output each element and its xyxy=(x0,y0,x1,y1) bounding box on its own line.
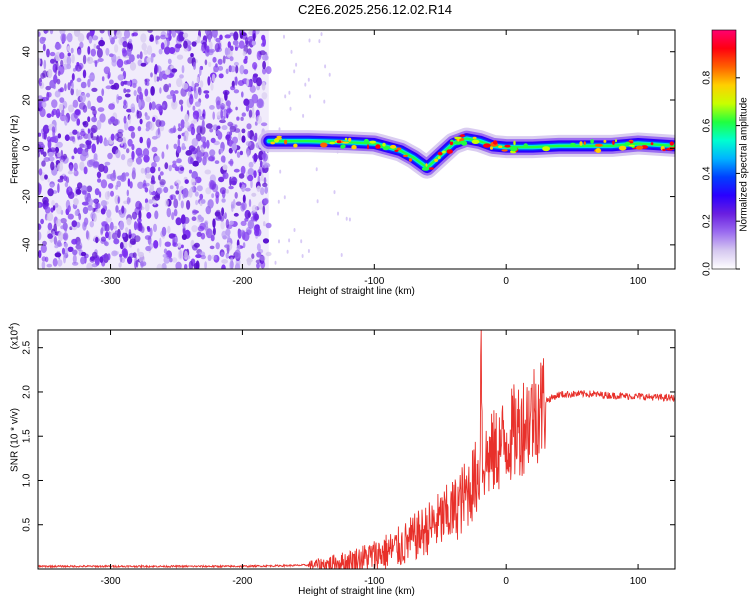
x-tick-label: -100 xyxy=(364,276,384,287)
x-tick-label: -100 xyxy=(364,576,384,587)
y-tick-label: 20 xyxy=(22,94,33,106)
y-axis-multiplier: (x104) xyxy=(9,323,21,350)
colorbar-scale xyxy=(711,29,737,270)
y-tick-label: 1.5 xyxy=(22,429,33,443)
x-tick-label: -300 xyxy=(101,576,121,587)
signal-band xyxy=(257,127,675,179)
x-tick-label: 100 xyxy=(630,576,647,587)
snr-series-line xyxy=(38,330,675,569)
y-axis-label: SNR (10 * v/v) xyxy=(10,408,21,472)
spectrogram-frame xyxy=(37,29,676,270)
colorbar: 0.0 0.2 0.4 0.6 0.8 Normalized spectral ampli… xyxy=(702,29,750,276)
x-tick-label: 0 xyxy=(503,276,509,287)
x-tick-label: 100 xyxy=(630,276,647,287)
x-tick-label: -200 xyxy=(232,276,252,287)
colorbar-tick-label: 0.2 xyxy=(702,214,713,228)
y-tick-label: 2.5 xyxy=(22,340,33,354)
colorbar-tick-label: 0.6 xyxy=(702,118,713,132)
colorbar-tick-label: 0.8 xyxy=(702,70,713,84)
x-axis-label: Height of straight line (km) xyxy=(298,286,415,297)
y-tick-label: 40 xyxy=(22,46,33,58)
y-tick-label: -40 xyxy=(22,237,33,252)
x-axis-label: Height of straight line (km) xyxy=(298,586,415,597)
y-axis-label: Frequency (Hz) xyxy=(10,115,21,184)
snr-panel: -300 -200 -100 0 100 0.5 1.0 1.5 2.0 2.5 Height of… xyxy=(9,323,676,597)
y-tick-label: -20 xyxy=(22,189,33,204)
y-tick-label: 1.0 xyxy=(22,473,33,487)
chart-title: C2E6.2025.256.12.02.R14 xyxy=(298,2,452,17)
y-tick-label: 0.5 xyxy=(22,517,33,531)
y-tick-label: 0 xyxy=(22,145,33,151)
colorbar-tick-label: 0.0 xyxy=(702,262,713,276)
x-tick-label: 0 xyxy=(503,576,509,587)
spectrogram-image xyxy=(38,30,675,269)
signal-hotspots xyxy=(270,134,675,171)
x-tick-label: -300 xyxy=(101,276,121,287)
noise-speckle xyxy=(38,30,355,269)
colorbar-label: Normalized spectral amplitude xyxy=(739,97,750,232)
colorbar-tick-label: 0.4 xyxy=(702,166,713,180)
snr-frame xyxy=(37,329,676,570)
y-tick-label: 2.0 xyxy=(22,385,33,399)
x-tick-label: -200 xyxy=(232,576,252,587)
